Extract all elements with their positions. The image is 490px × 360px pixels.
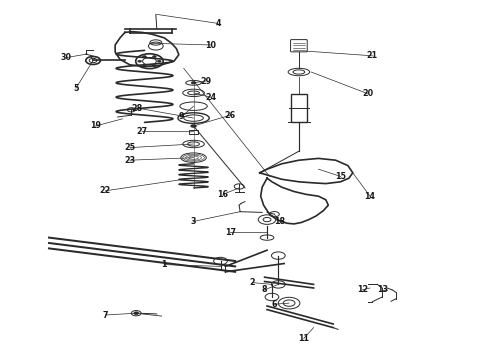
Text: 27: 27 xyxy=(137,127,147,136)
Ellipse shape xyxy=(138,60,142,62)
Ellipse shape xyxy=(143,55,147,58)
Text: 22: 22 xyxy=(100,186,111,195)
Text: 29: 29 xyxy=(200,77,211,85)
Ellipse shape xyxy=(134,312,138,314)
Text: 23: 23 xyxy=(124,156,135,165)
Text: 6: 6 xyxy=(271,300,277,309)
Text: 5: 5 xyxy=(73,84,79,93)
Text: 21: 21 xyxy=(367,51,378,60)
Text: 30: 30 xyxy=(61,53,72,62)
Text: 14: 14 xyxy=(365,192,375,201)
Text: 19: 19 xyxy=(90,122,101,130)
Text: 28: 28 xyxy=(132,104,143,112)
Text: 26: 26 xyxy=(225,111,236,120)
Text: 10: 10 xyxy=(205,40,216,49)
Text: 11: 11 xyxy=(298,334,309,343)
Text: 3: 3 xyxy=(191,217,196,226)
Ellipse shape xyxy=(191,125,196,127)
Ellipse shape xyxy=(152,65,156,67)
Text: 8: 8 xyxy=(262,285,268,294)
Ellipse shape xyxy=(143,65,147,67)
Text: 15: 15 xyxy=(335,172,346,181)
Text: 16: 16 xyxy=(218,190,228,199)
Text: 1: 1 xyxy=(161,260,167,269)
Text: 2: 2 xyxy=(249,278,255,287)
Text: 24: 24 xyxy=(205,93,216,102)
Text: 7: 7 xyxy=(102,310,108,320)
Ellipse shape xyxy=(152,55,156,58)
Text: 4: 4 xyxy=(215,19,221,28)
Ellipse shape xyxy=(191,81,196,84)
Text: 13: 13 xyxy=(377,285,388,294)
Text: 17: 17 xyxy=(225,228,236,237)
Text: 18: 18 xyxy=(274,217,285,226)
Ellipse shape xyxy=(157,60,161,62)
Text: 12: 12 xyxy=(357,285,368,294)
Text: 25: 25 xyxy=(124,143,135,152)
Text: 20: 20 xyxy=(362,89,373,98)
Text: 9: 9 xyxy=(178,112,184,121)
